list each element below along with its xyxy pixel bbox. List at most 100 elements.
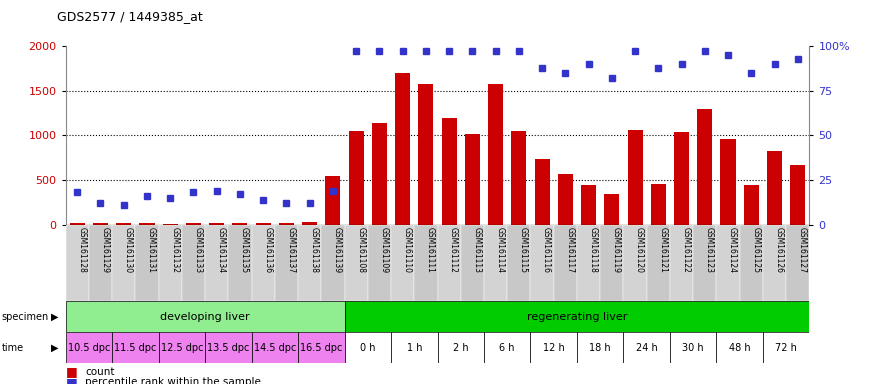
Text: GSM161135: GSM161135 [240,227,249,273]
Text: specimen: specimen [2,312,49,322]
Bar [717,332,763,363]
Bar [414,225,438,301]
Bar [605,194,620,225]
Bar [66,301,345,332]
Text: 24 h: 24 h [636,343,657,353]
Bar [488,84,503,225]
Bar [530,225,554,301]
Text: ■: ■ [66,365,77,378]
Text: GSM161139: GSM161139 [332,227,342,273]
Bar [786,225,809,301]
Bar [345,332,391,363]
Bar [302,222,318,225]
Text: GSM161133: GSM161133 [193,227,202,273]
Bar [89,225,112,301]
Text: 18 h: 18 h [590,343,611,353]
Text: 72 h: 72 h [775,343,797,353]
Bar [93,223,108,225]
Bar [391,332,438,363]
Text: GSM161137: GSM161137 [286,227,296,273]
Text: developing liver: developing liver [160,312,250,322]
Bar [720,139,736,225]
Text: ■: ■ [66,376,77,384]
Bar [116,223,131,225]
Bar [670,332,717,363]
Text: GSM161127: GSM161127 [798,227,807,273]
Bar [209,223,224,225]
Text: 0 h: 0 h [360,343,375,353]
Text: GSM161121: GSM161121 [658,227,668,273]
Bar [372,123,387,225]
Bar [577,225,600,301]
Bar [205,332,252,363]
Text: 1 h: 1 h [407,343,422,353]
Text: GSM161114: GSM161114 [495,227,505,273]
Text: 30 h: 30 h [682,343,704,353]
Bar [252,225,275,301]
Text: GDS2577 / 1449385_at: GDS2577 / 1449385_at [57,10,203,23]
Bar [461,225,484,301]
Text: 12 h: 12 h [542,343,564,353]
Text: 6 h: 6 h [500,343,515,353]
Text: GSM161122: GSM161122 [682,227,690,273]
Text: GSM161134: GSM161134 [217,227,226,273]
Bar [182,225,205,301]
Text: 48 h: 48 h [729,343,751,353]
Bar [66,332,112,363]
Text: GSM161110: GSM161110 [402,227,411,273]
Bar [228,225,252,301]
Text: 14.5 dpc: 14.5 dpc [254,343,296,353]
Text: GSM161138: GSM161138 [310,227,318,273]
Bar [298,332,345,363]
Bar [577,332,623,363]
Text: percentile rank within the sample: percentile rank within the sample [85,377,261,384]
Bar [763,332,809,363]
Text: GSM161132: GSM161132 [171,227,179,273]
Bar [368,225,391,301]
Text: GSM161136: GSM161136 [263,227,272,273]
Bar [205,225,228,301]
Text: ▶: ▶ [51,312,59,322]
Text: count: count [85,367,115,377]
Bar [158,225,182,301]
Text: GSM161112: GSM161112 [449,227,458,273]
Bar [348,131,364,225]
Bar [484,225,508,301]
Bar [279,223,294,225]
Bar [321,225,345,301]
Bar [693,225,717,301]
Bar [396,73,410,225]
Bar [507,225,530,301]
Bar [535,159,550,225]
Text: GSM161113: GSM161113 [473,227,481,273]
Text: 16.5 dpc: 16.5 dpc [300,343,342,353]
Bar [557,174,573,225]
Bar [623,332,670,363]
Bar [670,225,693,301]
Text: GSM161126: GSM161126 [774,227,783,273]
Text: GSM161123: GSM161123 [704,227,714,273]
Text: GSM161108: GSM161108 [356,227,365,273]
Bar [112,332,158,363]
Bar [438,225,461,301]
Text: GSM161131: GSM161131 [147,227,156,273]
Bar [651,184,666,225]
Bar [627,130,642,225]
Bar [418,84,433,225]
Bar [674,132,690,225]
Bar [623,225,647,301]
Text: GSM161109: GSM161109 [380,227,388,273]
Bar [158,332,205,363]
Text: 12.5 dpc: 12.5 dpc [161,343,203,353]
Bar [345,225,368,301]
Bar [465,134,480,225]
Bar [326,176,340,225]
Bar [252,332,298,363]
Bar [66,225,89,301]
Bar [442,118,457,225]
Text: GSM161129: GSM161129 [101,227,109,273]
Text: GSM161117: GSM161117 [565,227,574,273]
Bar [163,223,178,225]
Text: 2 h: 2 h [453,343,468,353]
Text: GSM161124: GSM161124 [728,227,737,273]
